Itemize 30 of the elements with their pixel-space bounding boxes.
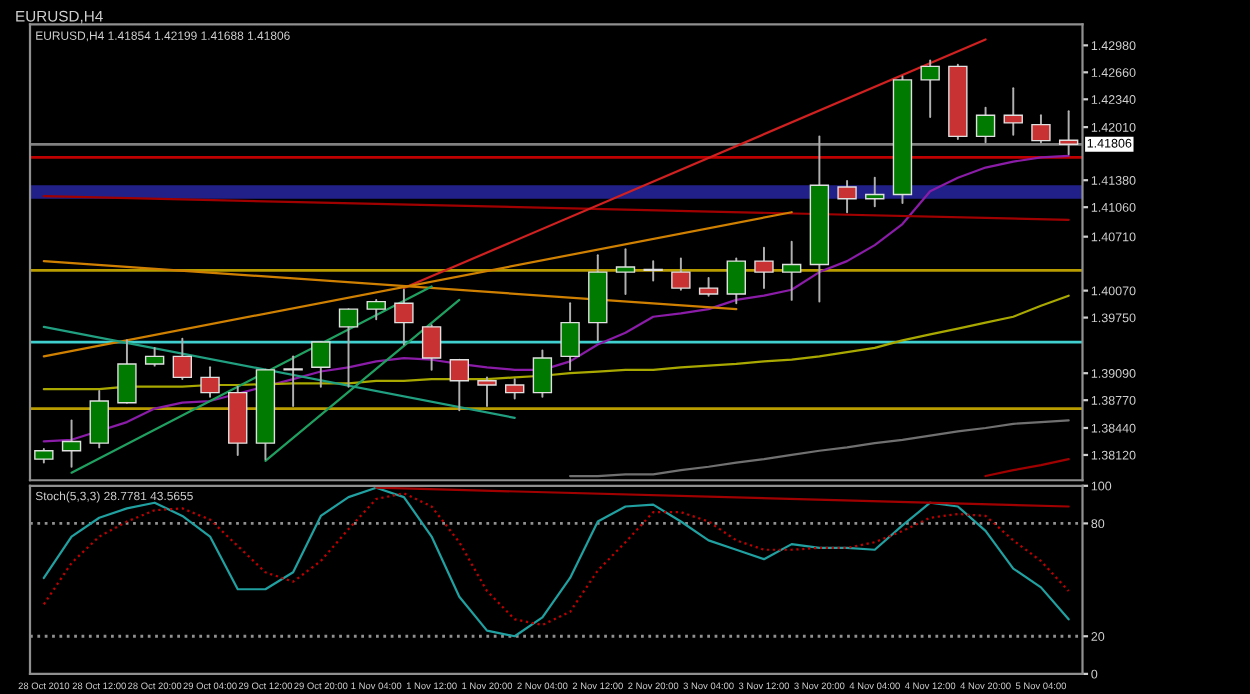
candlestick bbox=[61, 419, 82, 468]
candlestick bbox=[615, 248, 636, 295]
line-series bbox=[984, 458, 1070, 478]
candlestick bbox=[477, 376, 497, 408]
candlestick bbox=[421, 324, 442, 371]
candlestick bbox=[1058, 110, 1079, 156]
candlestick bbox=[837, 180, 857, 214]
candlestick bbox=[449, 358, 470, 412]
candlestick bbox=[781, 240, 802, 301]
line-series bbox=[568, 419, 1070, 478]
candlestick bbox=[394, 288, 414, 346]
candlestick bbox=[1003, 87, 1023, 136]
candlestick bbox=[560, 302, 580, 371]
candlestick bbox=[283, 355, 303, 408]
candlestick bbox=[1031, 114, 1051, 144]
candlestick bbox=[975, 106, 996, 144]
candlestick bbox=[366, 298, 386, 321]
candlestick bbox=[920, 59, 940, 118]
candlestick bbox=[172, 337, 193, 381]
candlestick bbox=[671, 257, 691, 291]
candlestick bbox=[117, 339, 137, 404]
candlestick bbox=[311, 341, 331, 388]
candlestick bbox=[726, 257, 746, 305]
candlestick bbox=[532, 349, 553, 398]
candlestick bbox=[643, 260, 663, 282]
candlestick bbox=[200, 366, 220, 398]
candlestick bbox=[754, 246, 774, 290]
candlestick bbox=[505, 378, 525, 400]
candlestick bbox=[338, 308, 359, 388]
candlestick bbox=[89, 389, 109, 449]
